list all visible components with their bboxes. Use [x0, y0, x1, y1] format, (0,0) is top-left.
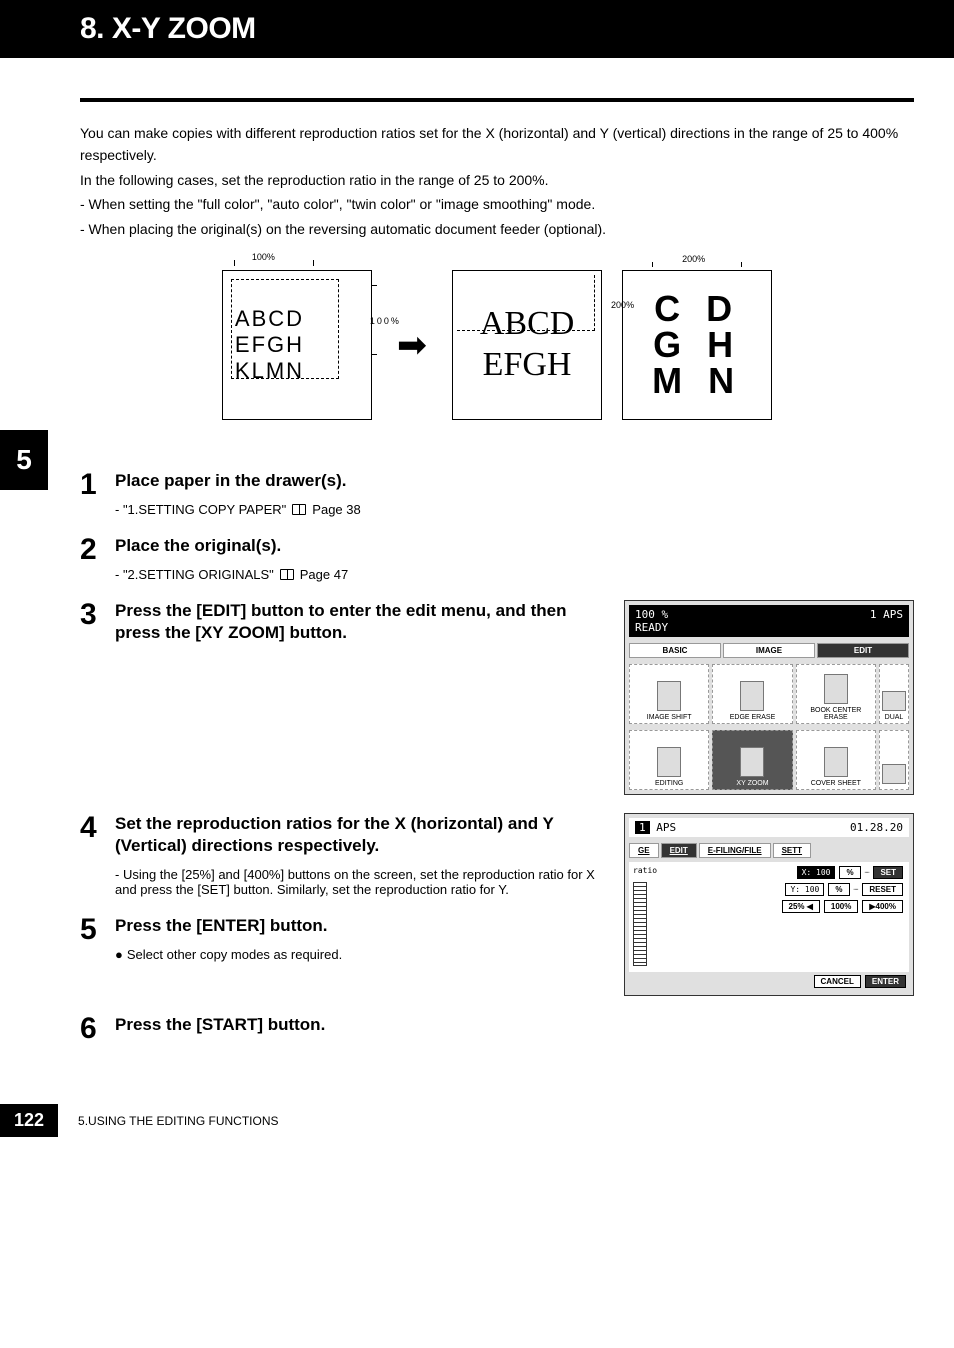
cell-dual[interactable]: DUAL — [879, 664, 909, 724]
cell-image-shift[interactable]: IMAGE SHIFT — [629, 664, 709, 724]
step-3-row: 3 Press the [EDIT] button to enter the e… — [80, 600, 914, 795]
cancel-button[interactable]: CANCEL — [814, 975, 861, 988]
box3-line1: C D — [654, 291, 740, 327]
step-sub: - "1.SETTING COPY PAPER" Page 38 — [115, 502, 914, 517]
step-6: 6 Press the [START] button. — [80, 1014, 914, 1046]
book-icon — [292, 504, 306, 515]
intro-p1: You can make copies with different repro… — [80, 122, 914, 167]
x-field: X: 100 — [797, 866, 836, 879]
step-title: Press the [START] button. — [115, 1014, 914, 1036]
steps-list: 1 Place paper in the drawer(s). - "1.SET… — [0, 470, 954, 1046]
btn-400pct[interactable]: ▶400% — [862, 900, 903, 913]
bracket-top — [234, 260, 314, 266]
step-title: Place the original(s). — [115, 535, 914, 557]
step-4-5-row: 4 Set the reproduction ratios for the X … — [80, 813, 914, 996]
step-number: 4 — [80, 813, 115, 897]
cell-edge-erase[interactable]: EDGE ERASE — [712, 664, 792, 724]
step-number: 6 — [80, 1014, 115, 1046]
step-number: 2 — [80, 535, 115, 582]
diagram-box-x200: 200% C D G H M N — [622, 270, 772, 420]
diagram-box-y200: ABCD EFGH 200% — [452, 270, 602, 420]
step-number: 1 — [80, 470, 115, 517]
book-icon — [280, 569, 294, 580]
step-2: 2 Place the original(s). - "2.SETTING OR… — [80, 535, 914, 582]
ratio-ruler — [633, 882, 647, 966]
step-number: 3 — [80, 600, 115, 795]
edit-menu-screenshot: 100 %READY 1 APS BASIC IMAGE EDIT IMAGE … — [624, 600, 914, 795]
section-title: 8. X-Y ZOOM — [80, 12, 934, 46]
enter-button[interactable]: ENTER — [865, 975, 906, 988]
y-field: Y: 100 — [785, 883, 824, 896]
tab-image[interactable]: IMAGE — [723, 643, 815, 658]
xy-zoom-screenshot: 1 APS 01.28.20 GE EDIT E-FILING/FILE SET… — [624, 813, 914, 996]
cell-cover-sheet[interactable]: COVER SHEET — [796, 730, 876, 790]
step-title: Press the [EDIT] button to enter the edi… — [115, 600, 604, 644]
box3-line3: M N — [652, 363, 742, 399]
btn-100pct[interactable]: 100% — [824, 900, 858, 913]
intro-block: You can make copies with different repro… — [0, 122, 954, 240]
step-title: Press the [ENTER] button. — [115, 915, 604, 937]
tab-efiling[interactable]: E-FILING/FILE — [699, 843, 771, 858]
tab-basic[interactable]: BASIC — [629, 643, 721, 658]
tab-ge[interactable]: GE — [629, 843, 659, 858]
btn-25pct[interactable]: 25% ◀ — [782, 900, 820, 913]
page-number: 122 — [0, 1104, 58, 1137]
pct-label-right: 100% — [370, 316, 401, 326]
tab-edit[interactable]: EDIT — [817, 643, 909, 658]
tab-edit[interactable]: EDIT — [661, 843, 697, 858]
cell-editing[interactable]: EDITING — [629, 730, 709, 790]
xy-zoom-diagram: 100% ABCD EFGH KLMN 100% ➡ ABCD EFGH 200… — [0, 270, 954, 420]
tab-sett[interactable]: SETT — [773, 843, 811, 858]
step-sub: - "2.SETTING ORIGINALS" Page 47 — [115, 567, 914, 582]
chapter-tab: 5 — [0, 430, 48, 490]
divider — [80, 98, 914, 102]
intro-li1: - When setting the "full color", "auto c… — [80, 193, 914, 215]
step-sub: - Using the [25%] and [400%] buttons on … — [115, 867, 604, 897]
footer-text: 5.USING THE EDITING FUNCTIONS — [78, 1114, 278, 1128]
cell-blank[interactable] — [879, 730, 909, 790]
step-sub: ●Select other copy modes as required. — [115, 947, 604, 962]
page-footer: 122 5.USING THE EDITING FUNCTIONS — [0, 1064, 954, 1157]
reset-button[interactable]: RESET — [862, 883, 903, 896]
step-1: 1 Place paper in the drawer(s). - "1.SET… — [80, 470, 914, 517]
set-button[interactable]: SET — [873, 866, 903, 879]
box3-line2: G H — [653, 327, 741, 363]
arrow-icon: ➡ — [397, 324, 427, 366]
cell-book-center[interactable]: BOOK CENTER ERASE — [796, 664, 876, 724]
diagram-box-original: 100% ABCD EFGH KLMN 100% — [222, 270, 372, 420]
step-number: 5 — [80, 915, 115, 962]
step-title: Set the reproduction ratios for the X (h… — [115, 813, 604, 857]
section-header: 8. X-Y ZOOM — [0, 0, 954, 58]
intro-p2: In the following cases, set the reproduc… — [80, 169, 914, 191]
cell-xy-zoom[interactable]: XY ZOOM — [712, 730, 792, 790]
box2-line2: EFGH — [483, 345, 572, 386]
intro-li2: - When placing the original(s) on the re… — [80, 218, 914, 240]
step-title: Place paper in the drawer(s). — [115, 470, 914, 492]
